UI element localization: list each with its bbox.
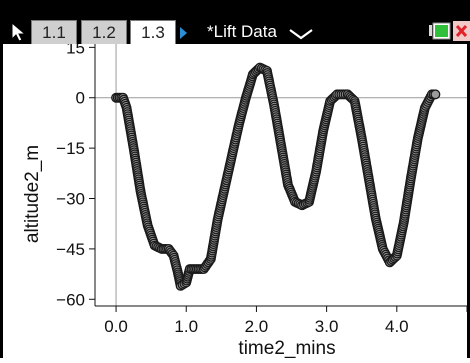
tab-1-3[interactable]: 1.3 [130,20,176,45]
tab-1-1[interactable]: 1.1 [31,20,77,44]
chevron-down-icon[interactable] [288,28,314,40]
x-tick-label: 2.0 [245,317,269,336]
y-tick-label: 15 [66,44,85,57]
y-tick-label: −45 [56,240,85,259]
tab-scroll-arrow-icon[interactable] [180,27,187,39]
x-tick-label: 0.0 [104,317,128,336]
battery-icon [429,22,451,40]
toolbar: 1.1 1.2 1.3 *Lift Data [0,0,470,45]
graph-area[interactable]: 150−15−30−45−600.01.02.03.04.05 time2_mi… [0,38,470,359]
close-icon[interactable] [453,21,470,41]
y-tick-label: −60 [56,290,85,309]
y-axis-label: altitude2_m [22,145,43,243]
x-tick-label: 4.0 [385,317,409,336]
data-point [430,89,441,100]
y-tick-label: −30 [56,190,85,209]
document-title[interactable]: *Lift Data [207,22,277,41]
x-axis-label: time2_mins [238,338,335,358]
y-tick-label: −15 [56,139,85,158]
x-tick-label: 3.0 [315,317,339,336]
y-tick-label: 0 [76,89,85,108]
tab-1-2[interactable]: 1.2 [81,20,127,44]
nav-cursor-icon [11,22,27,42]
x-tick-label: 1.0 [174,317,198,336]
scatter-plot[interactable]: 150−15−30−45−600.01.02.03.04.05 time2_mi… [3,38,470,359]
